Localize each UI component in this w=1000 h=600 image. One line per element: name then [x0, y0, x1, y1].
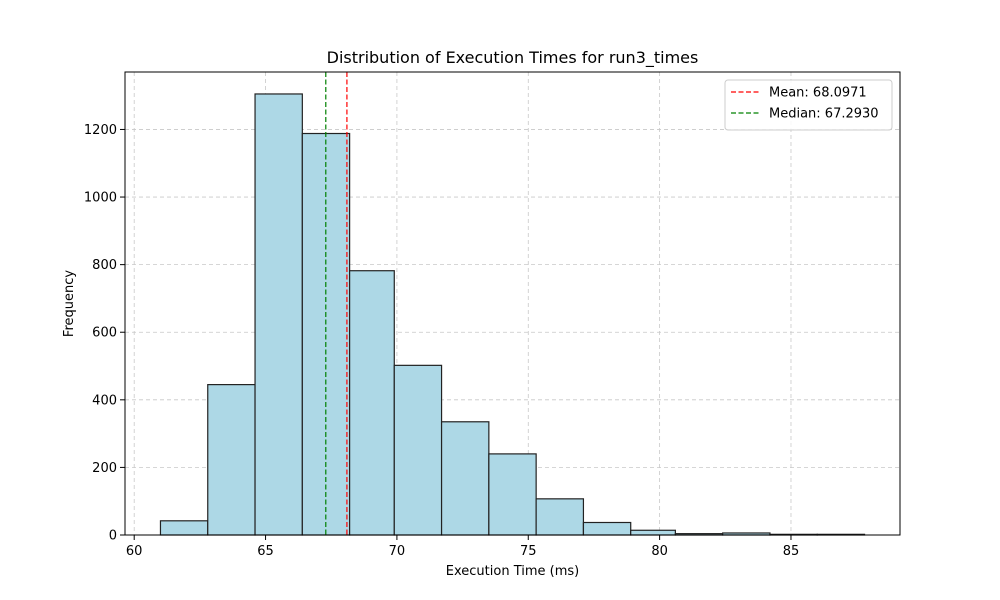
- legend: Mean: 68.0971 Median: 67.2930: [724, 79, 893, 131]
- histogram-bar: [349, 270, 395, 536]
- histogram-bar: [207, 384, 256, 536]
- histogram-bar: [159, 520, 209, 536]
- x-axis-label: Execution Time (ms): [446, 564, 579, 579]
- plot-area-frame: [124, 71, 901, 536]
- y-axis-ticks: 0 200 400 600 800 1000 1200: [84, 123, 125, 544]
- legend-label: Median: 67.2930: [769, 107, 879, 122]
- x-axis-ticks: 60 65 70 75 80 85: [126, 535, 799, 559]
- histogram-bar: [582, 521, 632, 536]
- y-tick-label: 200: [92, 461, 117, 476]
- x-tick-label: 60: [126, 544, 143, 559]
- y-tick-label: 600: [92, 326, 117, 341]
- histogram-bar: [630, 529, 676, 536]
- histogram-bar: [535, 498, 585, 536]
- histogram-bar: [440, 421, 490, 536]
- histogram-bar: [393, 364, 443, 536]
- x-tick-label: 70: [389, 544, 406, 559]
- y-tick-label: 1000: [84, 191, 117, 206]
- x-tick-label: 65: [257, 544, 274, 559]
- x-tick-label: 80: [651, 544, 668, 559]
- legend-box: [724, 79, 893, 131]
- y-tick-label: 800: [92, 258, 117, 273]
- y-tick-label: 0: [109, 529, 117, 544]
- y-tick-label: 400: [92, 393, 117, 408]
- y-tick-label: 1200: [84, 123, 117, 138]
- reference-lines: [325, 72, 348, 535]
- histogram-bar: [254, 93, 303, 536]
- x-tick-label: 85: [783, 544, 800, 559]
- histogram-bars: [159, 93, 866, 536]
- legend-label: Mean: 68.0971: [769, 86, 867, 101]
- chart-title: Distribution of Execution Times for run3…: [327, 48, 699, 68]
- x-tick-label: 75: [520, 544, 537, 559]
- histogram-bar: [488, 453, 537, 536]
- y-axis-label: Frequency: [62, 270, 77, 337]
